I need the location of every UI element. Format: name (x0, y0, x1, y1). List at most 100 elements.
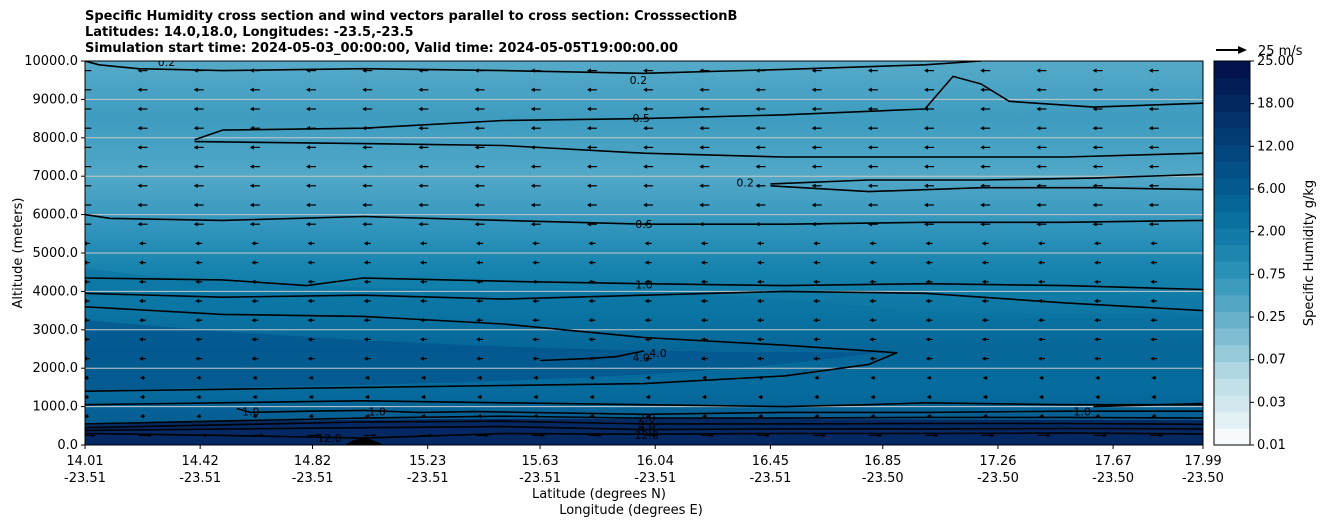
wind-vector-head (195, 337, 200, 342)
wind-vector-head (1148, 202, 1153, 208)
wind-vector-head (1092, 87, 1097, 92)
wind-vector-head (924, 87, 929, 92)
wind-vector-head (926, 394, 931, 400)
wind-vector-head (811, 106, 816, 112)
wind-vector-head (813, 356, 818, 361)
wind-vector-head (1094, 241, 1099, 246)
wind-vector-head (1038, 375, 1043, 380)
x-tick-label-lat: 16.04 (637, 454, 674, 469)
wind-vector-head (980, 202, 985, 208)
wind-vector-head (363, 298, 368, 304)
wind-vector-head (139, 375, 144, 380)
wind-vector-head (867, 202, 872, 208)
wind-vector-head (138, 279, 143, 284)
wind-vector-head (530, 87, 535, 92)
y-tick-label: 10000.0 (24, 54, 78, 69)
wind-vector-head (981, 260, 986, 265)
colorbar-tick-label: 0.01 (1257, 438, 1286, 453)
contour-line (85, 425, 1203, 432)
contour-label: 0.5 (632, 112, 650, 125)
wind-vector-head (1036, 126, 1041, 131)
wind-vector-head (363, 318, 368, 323)
wind-vector-head (249, 87, 254, 92)
wind-vector-head (532, 356, 537, 361)
colorbar-swatch (1214, 261, 1250, 279)
x-tick-label-lon: -23.51 (407, 471, 449, 486)
wind-vector-head (981, 337, 986, 342)
wind-vector-head (137, 145, 142, 150)
x-tick-label-lat: 15.63 (521, 454, 558, 469)
colorbar-swatch (1214, 61, 1250, 79)
wind-vector-head (372, 433, 377, 438)
wind-vector-head (1151, 394, 1156, 400)
wind-vector-head (1037, 318, 1042, 323)
colorbar-swatch (1214, 111, 1250, 129)
wind-vector-head (926, 375, 931, 380)
colorbar-swatch (1214, 144, 1250, 162)
wind-vector-head (1092, 222, 1097, 227)
wind-vector-head (755, 106, 760, 112)
wind-vector-head (418, 87, 423, 92)
wind-vector-head (474, 106, 479, 112)
wind-vector-head (419, 298, 424, 304)
contour-label: 2.0 (638, 412, 656, 425)
quiver-key-label: 25 m/s (1258, 44, 1303, 59)
wind-vector-head (363, 337, 368, 342)
colorbar-swatch (1214, 328, 1250, 346)
wind-vector-head (307, 279, 312, 284)
wind-vector-head (138, 356, 143, 361)
wind-vector-head (418, 145, 423, 150)
x-axis-ticks: 14.01 -23.51 14.42 -23.51 14.82 -23.51 15.23 -2… (64, 445, 1224, 486)
wind-vector-head (306, 87, 311, 92)
x-tick-label-lat: 14.01 (66, 454, 103, 469)
wind-vector-head (645, 414, 650, 419)
wind-vector-head (1103, 433, 1108, 438)
wind-vector-head (530, 126, 535, 131)
wind-vector-head (1151, 375, 1156, 380)
wind-vector-head (251, 318, 256, 323)
wind-vector-head (251, 260, 256, 265)
colorbar-swatch (1214, 344, 1250, 363)
wind-vector-head (822, 433, 827, 438)
wind-vector-head (193, 183, 198, 188)
wind-vector-head (476, 356, 481, 361)
wind-vector-head (474, 164, 479, 169)
wind-vector-head (249, 145, 254, 150)
wind-vector-head (644, 279, 649, 284)
wind-vector-head (137, 164, 142, 169)
x-axis-label-longitude: Longitude (degrees E) (559, 503, 703, 518)
wind-vector-head (1148, 126, 1153, 131)
wind-vector-head (924, 202, 929, 208)
y-tick-label: 5000.0 (33, 246, 79, 261)
contour-label: 4.0 (649, 347, 667, 360)
wind-vector-head (980, 126, 985, 131)
wind-vector-head (193, 222, 198, 227)
wind-vector-head (586, 145, 591, 150)
x-tick-label-lon: -23.51 (519, 471, 561, 486)
colorbar-swatch (1214, 278, 1250, 296)
contour-label: 1.0 (1073, 406, 1091, 419)
quiver-key: 25 m/s (1216, 44, 1303, 59)
wind-vector-head (980, 87, 985, 92)
contour-label: 1.0 (368, 406, 386, 419)
contour-label: 4.0 (638, 420, 656, 433)
wind-vector-head (476, 337, 481, 342)
wind-vector-head (1092, 126, 1097, 131)
wind-vector-head (814, 375, 819, 380)
wind-vector-head (643, 202, 648, 208)
x-tick-label-lat: 17.67 (1095, 454, 1132, 469)
wind-vector-head (1092, 202, 1097, 208)
wind-vector-head (756, 260, 761, 265)
wind-vector-head (476, 298, 481, 304)
wind-vector-head (925, 279, 930, 284)
wind-vector-head (755, 87, 760, 92)
x-tick-label-lon: -23.51 (749, 471, 791, 486)
contour-label: 0.5 (635, 218, 653, 231)
wind-vector-head (196, 394, 201, 400)
wind-vector-head (644, 318, 649, 323)
wind-vector-head (85, 394, 88, 400)
wind-vector-head (644, 241, 649, 246)
colorbar-tick-label: 25.00 (1257, 54, 1294, 69)
wind-vector-head (756, 279, 761, 284)
